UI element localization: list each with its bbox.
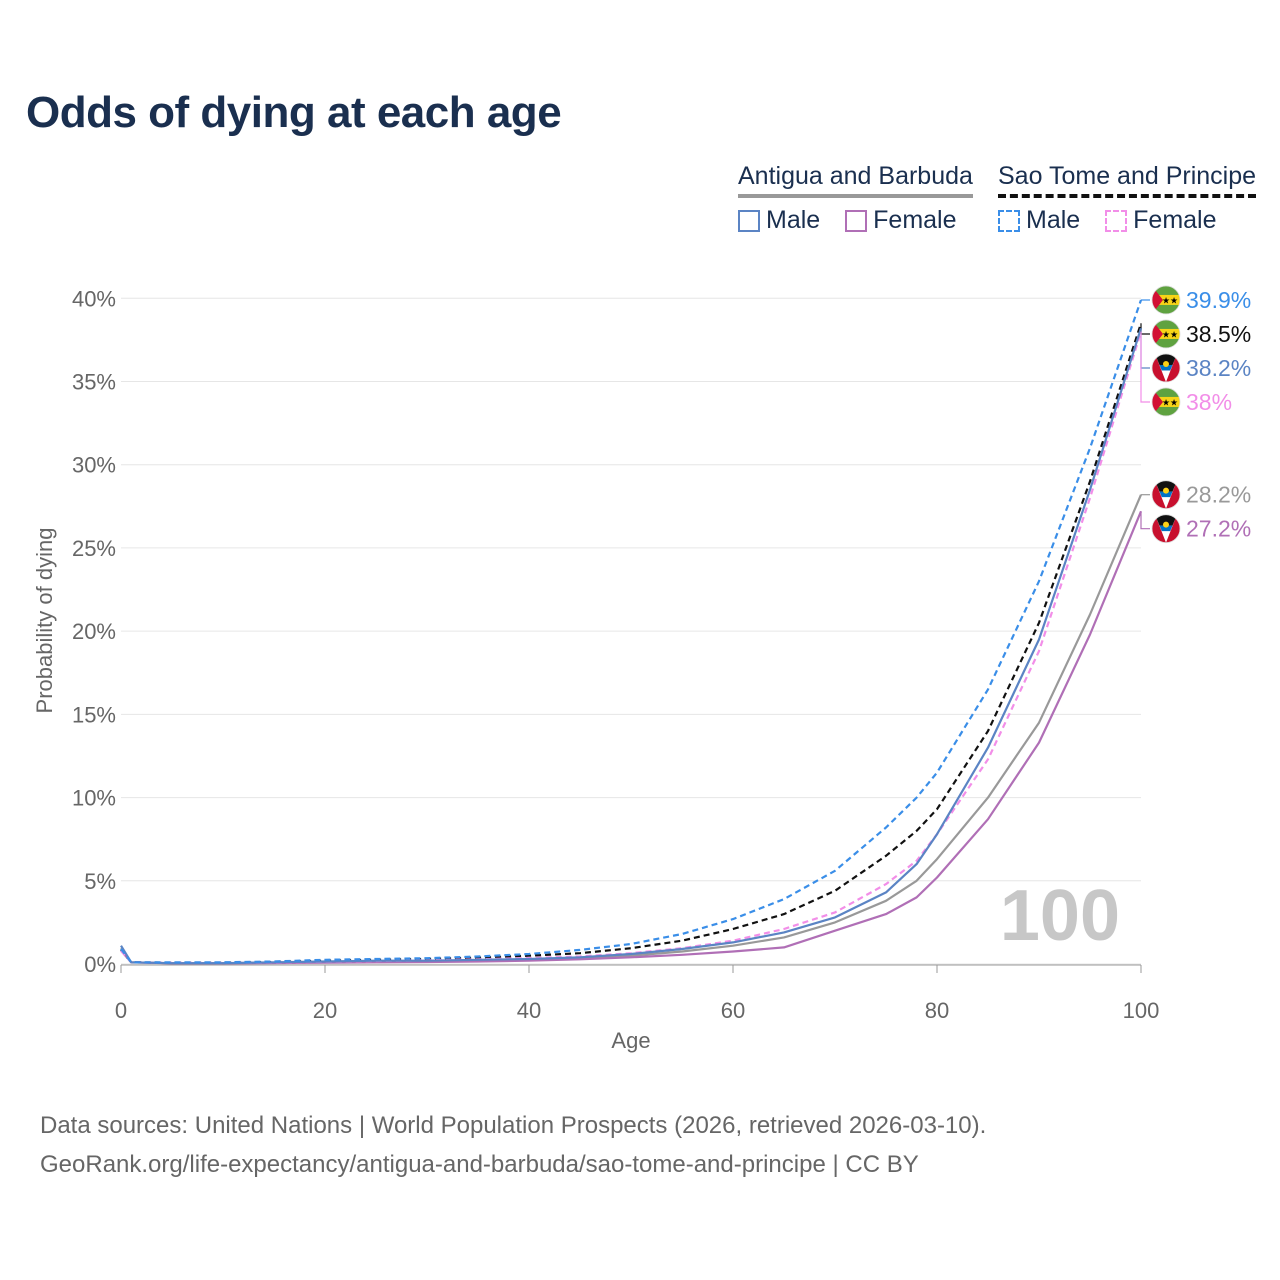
- line-chart: ★★ 0%5%10%15%20%25%30%35%40%020406080100…: [32, 0, 1251, 1053]
- end-label-value: 27.2%: [1186, 516, 1251, 542]
- y-tick-label: 20%: [72, 619, 116, 644]
- end-label-value: 38.5%: [1186, 321, 1251, 347]
- x-tick-label: 0: [115, 998, 127, 1023]
- age-watermark: 100: [1000, 876, 1120, 956]
- source-note: Data sources: United Nations | World Pop…: [40, 1106, 986, 1184]
- source-line-2[interactable]: GeoRank.org/life-expectancy/antigua-and-…: [40, 1151, 919, 1178]
- series-line-stp-total: [120, 322, 1143, 964]
- y-tick-label: 15%: [72, 702, 116, 727]
- legend-sao-tome: Sao Tome and Principe Male Female: [998, 162, 1257, 239]
- legend-antigua: Antigua and Barbuda Male Female: [738, 162, 975, 239]
- axes: 0% 5% 10% 15% 20% 25% 30% 35% 40% 0 20 40 60 80 100 Age…: [32, 286, 1159, 1053]
- legend-antigua-male[interactable]: Male: [738, 206, 820, 235]
- legend-sao-tome-male[interactable]: Male: [998, 206, 1080, 235]
- gridlines: [121, 297, 1141, 965]
- x-tick-label: 100: [1123, 998, 1160, 1023]
- chart-title: Odds of dying at each age: [26, 88, 562, 137]
- legend-antigua-female-label: Female: [873, 206, 957, 234]
- end-label-connector: [1140, 511, 1150, 530]
- end-label-value: 39.9%: [1186, 287, 1251, 313]
- series-line-antigua-female: [120, 510, 1143, 965]
- legend-sao-tome-male-label: Male: [1026, 206, 1081, 234]
- end-label-connector: [1140, 323, 1150, 335]
- x-tick-label: 20: [313, 998, 337, 1023]
- end-label-value: 38.2%: [1186, 355, 1251, 381]
- source-line-1: Data sources: United Nations | World Pop…: [40, 1112, 987, 1139]
- sao-tome-flag-icon: [1152, 320, 1180, 348]
- legend-sao-tome-female-label: Female: [1133, 206, 1217, 234]
- series-line-stp-male: [120, 299, 1143, 964]
- y-tick-label: 25%: [72, 536, 116, 561]
- legend-swatch-antigua-male: [738, 209, 760, 232]
- series-lines: [120, 299, 1143, 965]
- x-tick-label: 80: [925, 998, 949, 1023]
- y-axis-label: Probability of dying: [32, 528, 57, 714]
- legend-swatch-sao-tome-female: [1105, 209, 1128, 232]
- legend-sao-tome-title: Sao Tome and Principe: [998, 162, 1257, 198]
- legend-sao-tome-female[interactable]: Female: [1105, 206, 1217, 235]
- sao-tome-flag-icon: [1152, 286, 1180, 314]
- series-line-antigua-male: [120, 327, 1143, 965]
- end-labels: 39.9% 38.5% 38.2% 38% 28.2% 27.2%: [1140, 286, 1251, 543]
- series-line-stp-female: [120, 331, 1143, 965]
- x-axis-label: Age: [611, 1028, 650, 1053]
- y-tick-label: 35%: [72, 370, 116, 395]
- antigua-flag-icon: [1152, 354, 1180, 382]
- end-label-value: 28.2%: [1186, 482, 1251, 508]
- y-tick-label: 30%: [72, 453, 116, 478]
- legend-swatch-antigua-female: [845, 209, 868, 232]
- end-label-value: 38%: [1186, 389, 1232, 415]
- y-tick-label: 5%: [84, 869, 116, 894]
- x-tick-label: 60: [721, 998, 745, 1023]
- y-tick-label: 10%: [72, 786, 116, 811]
- antigua-flag-icon: [1152, 515, 1180, 543]
- end-label-connector: [1140, 331, 1150, 403]
- legend-swatch-sao-tome-male: [998, 209, 1020, 232]
- x-tick-label: 40: [517, 998, 541, 1023]
- legend-antigua-female[interactable]: Female: [845, 206, 957, 235]
- y-tick-label: 40%: [72, 286, 116, 311]
- sao-tome-flag-icon: [1152, 388, 1180, 416]
- legend-antigua-male-label: Male: [766, 206, 821, 234]
- antigua-flag-icon: [1152, 481, 1180, 509]
- y-tick-label: 0%: [84, 952, 116, 977]
- legend-antigua-title: Antigua and Barbuda: [738, 162, 973, 198]
